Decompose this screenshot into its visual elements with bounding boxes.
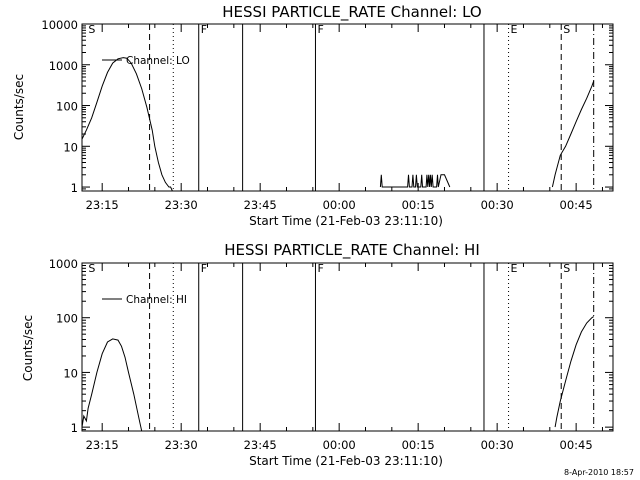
x-tick-label: 23:30 — [165, 198, 198, 212]
event-marker-label: F — [317, 23, 323, 36]
x-tick-label: 23:30 — [165, 438, 198, 452]
date-stamp: 8-Apr-2010 18:57 — [564, 468, 634, 477]
y-axis-label: Counts/sec — [21, 315, 35, 381]
series-line — [551, 80, 595, 188]
y-tick-label: 1 — [71, 181, 78, 195]
series-line — [554, 316, 594, 428]
event-marker-label: F — [201, 23, 207, 36]
series-line — [82, 57, 173, 191]
x-tick-label: 00:15 — [402, 438, 435, 452]
x-axis-label: Start Time (21-Feb-03 23:11:10) — [249, 214, 443, 228]
x-tick-label: 23:45 — [244, 438, 277, 452]
x-tick-label: 00:15 — [402, 198, 435, 212]
y-axis-label: Counts/sec — [12, 74, 26, 140]
x-tick-label: 00:45 — [560, 198, 593, 212]
y-tick-label: 1000 — [49, 257, 78, 271]
x-tick-label: 00:30 — [481, 438, 514, 452]
x-tick-label: 23:15 — [86, 198, 119, 212]
y-tick-label: 1000 — [49, 59, 78, 73]
y-tick-label: 10 — [63, 140, 78, 154]
x-tick-label: 00:30 — [481, 198, 514, 212]
panel-hi: HESSI PARTICLE_RATE Channel: HI Start Ti… — [21, 241, 614, 468]
y-tick-label: 100 — [56, 312, 78, 326]
event-marker-label: F — [201, 262, 207, 275]
legend-entry: Channel: HI — [126, 294, 187, 306]
y-tick-label: 1 — [71, 421, 78, 435]
series-line — [379, 174, 451, 188]
x-tick-label: 00:45 — [560, 438, 593, 452]
event-marker-label: F — [317, 262, 323, 275]
chart-title: HESSI PARTICLE_RATE Channel: LO — [222, 3, 481, 22]
event-marker-label: S — [563, 23, 570, 36]
x-axis-label: Start Time (21-Feb-03 23:11:10) — [249, 454, 443, 468]
x-tick-label: 23:45 — [244, 198, 277, 212]
y-tick-label: 100 — [56, 100, 78, 114]
panel-lo: HESSI PARTICLE_RATE Channel: LO Start Ti… — [12, 3, 614, 228]
series-line — [82, 338, 143, 431]
x-tick-label: 00:00 — [323, 438, 356, 452]
x-tick-label: 00:00 — [323, 198, 356, 212]
event-marker-label: S — [563, 262, 570, 275]
event-marker-label: S — [88, 262, 95, 275]
legend-entry: Channel: LO — [126, 55, 190, 67]
plot-frame — [81, 262, 614, 432]
y-tick-label: 10 — [63, 366, 78, 380]
event-marker-label: S — [88, 23, 95, 36]
event-marker-label: E — [511, 262, 518, 275]
chart-title: HESSI PARTICLE_RATE Channel: HI — [224, 241, 480, 260]
y-tick-label: 10000 — [41, 18, 78, 32]
x-tick-label: 23:15 — [86, 438, 119, 452]
plot-frame — [81, 23, 614, 192]
event-marker-label: E — [511, 23, 518, 36]
